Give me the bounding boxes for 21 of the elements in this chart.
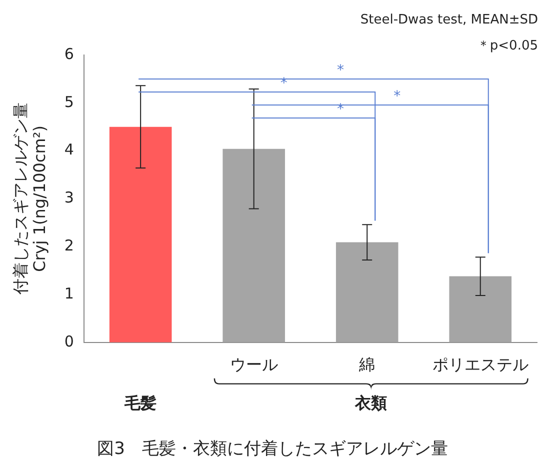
x-tick-label: 綿 (358, 355, 376, 374)
text: Steel-Dwas test, MEAN±SD (360, 12, 538, 28)
text: 毛髪 (124, 394, 157, 413)
y-tick-label: 1 (64, 284, 74, 302)
bar (336, 242, 398, 342)
bar (449, 276, 512, 342)
y-tick-label: 0 (64, 332, 74, 350)
x-tick-label: ウール (230, 355, 278, 374)
text: 衣類 (354, 394, 388, 413)
text: 図3 毛髪・衣類に付着したスギアレルゲン量 (97, 439, 448, 460)
annotation: * (394, 88, 401, 105)
y-tick-label: 4 (64, 140, 74, 159)
bar (109, 126, 172, 342)
y-tick-label: 6 (64, 44, 74, 63)
y-tick-label: 2 (64, 236, 74, 254)
y-tick-label: 3 (64, 188, 74, 207)
x-tick-label: ポリエステル (432, 355, 528, 374)
annotation: * (336, 62, 344, 79)
text: ＊p<0.05 (476, 38, 538, 54)
y-tick-label: 5 (64, 92, 74, 111)
y-axis-title: 付着したスギアレルゲン量 Cryj 1(ng/100cm²) (10, 102, 49, 296)
